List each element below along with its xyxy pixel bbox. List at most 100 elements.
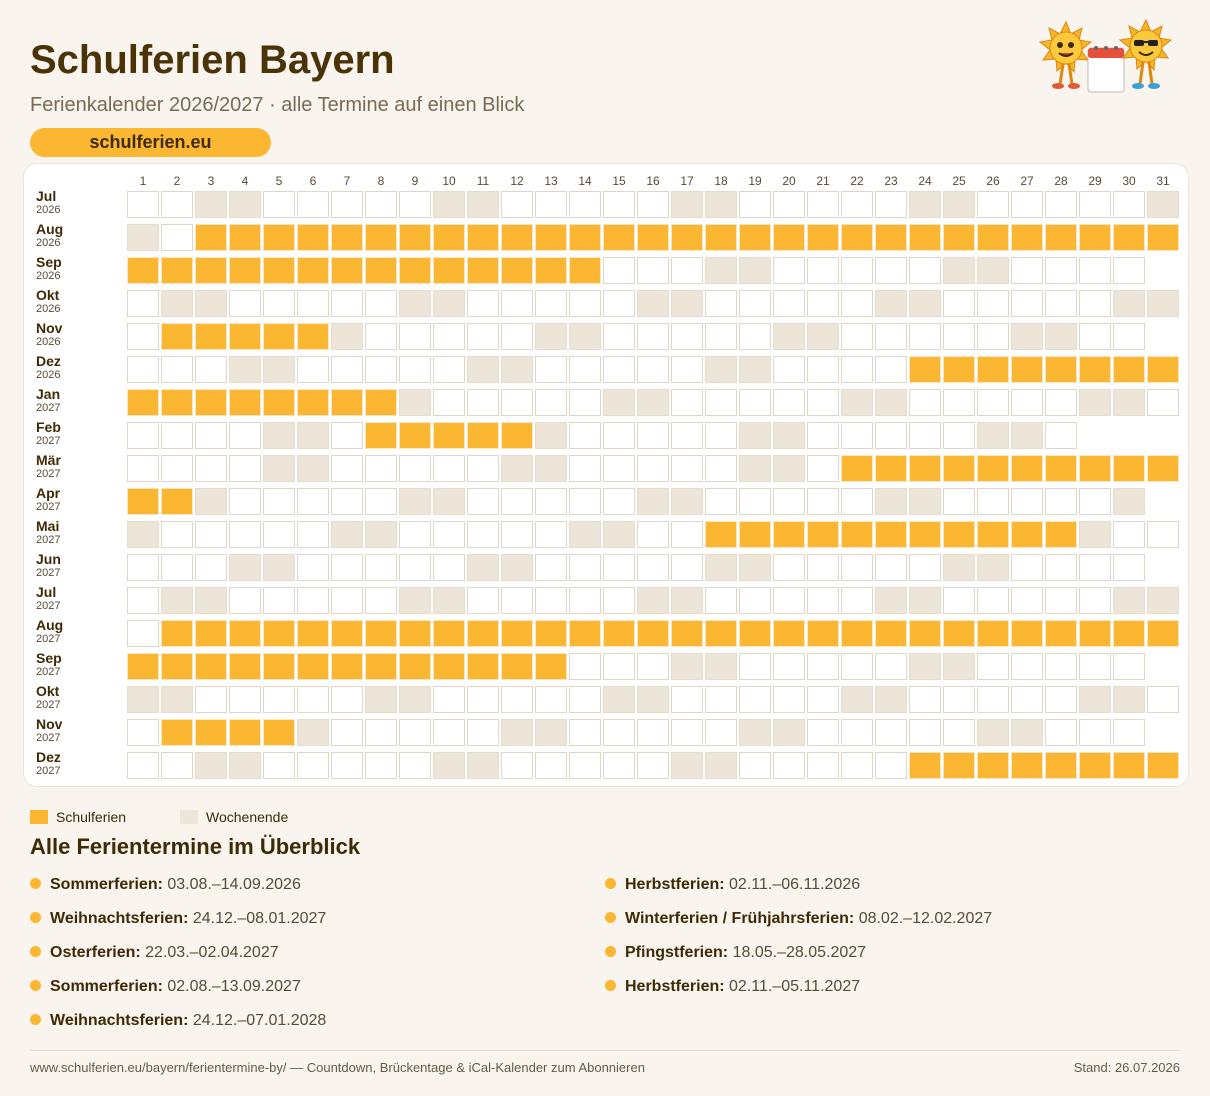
- weekend-day-cell: [433, 752, 465, 779]
- holiday-day-cell: [263, 719, 295, 746]
- day-cell: [433, 389, 465, 416]
- day-number-header: 4: [241, 174, 249, 188]
- day-number-header: 11: [476, 174, 490, 188]
- day-cell: [841, 191, 873, 218]
- holiday-entry-name: Winterferien / Frühjahrsferien:: [625, 910, 855, 927]
- holiday-day-cell: [1113, 455, 1145, 482]
- holiday-day-cell: [433, 653, 465, 680]
- month-name: Aug: [36, 221, 64, 237]
- day-cell: [909, 422, 941, 449]
- day-cell: [637, 455, 669, 482]
- month-year: 2027: [36, 468, 61, 480]
- day-cell: [1147, 521, 1179, 548]
- weekend-day-cell: [943, 554, 975, 581]
- holiday-day-cell: [501, 257, 533, 284]
- day-cell: [467, 686, 499, 713]
- holiday-day-cell: [1045, 224, 1077, 251]
- day-cell: [603, 422, 635, 449]
- day-cell: [195, 554, 227, 581]
- day-cell: [127, 587, 159, 614]
- weekend-day-cell: [433, 587, 465, 614]
- weekend-day-cell: [1147, 191, 1179, 218]
- holiday-entry-name: Sommerferien:: [50, 876, 163, 893]
- weekend-day-cell: [1147, 290, 1179, 317]
- month-name: Jul: [36, 188, 57, 204]
- day-cell: [467, 719, 499, 746]
- footer-link[interactable]: www.schulferien.eu/bayern/ferientermine-…: [30, 1060, 645, 1075]
- weekend-day-cell: [229, 554, 261, 581]
- holiday-day-cell: [739, 521, 771, 548]
- day-cell: [671, 455, 703, 482]
- month-name: Sep: [36, 254, 62, 270]
- weekend-day-cell: [637, 290, 669, 317]
- day-cell: [365, 554, 397, 581]
- weekend-day-cell: [977, 719, 1009, 746]
- weekend-day-cell: [501, 455, 533, 482]
- day-cell: [1045, 554, 1077, 581]
- holiday-day-cell: [569, 620, 601, 647]
- day-cell: [535, 488, 567, 515]
- day-number-header: 18: [714, 174, 728, 188]
- day-cell: [603, 290, 635, 317]
- weekend-day-cell: [433, 488, 465, 515]
- day-cell: [603, 257, 635, 284]
- month-year: 2027: [36, 765, 61, 777]
- day-cell: [943, 323, 975, 350]
- day-cell: [331, 191, 363, 218]
- holiday-entry-dates: 02.08.–13.09.2027: [167, 978, 301, 995]
- weekend-day-cell: [1113, 686, 1145, 713]
- brand-badge[interactable]: schulferien.eu: [30, 128, 271, 157]
- day-cell: [841, 257, 873, 284]
- holiday-day-cell: [161, 719, 193, 746]
- day-cell: [399, 356, 431, 383]
- holiday-day-cell: [841, 455, 873, 482]
- month-name: Mai: [36, 518, 60, 534]
- day-cell: [637, 653, 669, 680]
- weekend-day-cell: [195, 488, 227, 515]
- weekend-day-cell: [127, 224, 159, 251]
- holiday-day-cell: [739, 224, 771, 251]
- day-number-header: 19: [748, 174, 762, 188]
- day-cell: [807, 422, 839, 449]
- day-number-header: 16: [646, 174, 660, 188]
- month-year: 2026: [36, 336, 61, 348]
- holiday-day-cell: [773, 521, 805, 548]
- weekend-day-cell: [1079, 389, 1111, 416]
- weekend-day-cell: [603, 521, 635, 548]
- holiday-entry: Sommerferien: 02.08.–13.09.2027: [30, 977, 301, 997]
- day-cell: [943, 587, 975, 614]
- legend-weekend-label: Wochenende: [206, 809, 289, 825]
- holiday-day-cell: [875, 620, 907, 647]
- day-cell: [807, 191, 839, 218]
- holiday-day-cell: [501, 620, 533, 647]
- weekend-day-cell: [1011, 422, 1043, 449]
- weekend-day-cell: [1079, 686, 1111, 713]
- day-cell: [467, 587, 499, 614]
- month-label: Sep 2027: [36, 650, 116, 679]
- holiday-day-cell: [1113, 356, 1145, 383]
- day-cell: [399, 191, 431, 218]
- holiday-entry-name: Sommerferien:: [50, 978, 163, 995]
- weekend-day-cell: [739, 422, 771, 449]
- holiday-day-cell: [127, 488, 159, 515]
- month-label: Sep 2026: [36, 254, 116, 283]
- day-cell: [637, 191, 669, 218]
- month-year: 2027: [36, 600, 61, 612]
- weekend-day-cell: [705, 257, 737, 284]
- month-year: 2026: [36, 303, 61, 315]
- day-cell: [297, 290, 329, 317]
- day-number-header: 24: [918, 174, 932, 188]
- day-cell: [569, 290, 601, 317]
- holiday-entry: Osterferien: 22.03.–02.04.2027: [30, 943, 279, 963]
- holiday-day-cell: [399, 224, 431, 251]
- weekend-day-cell: [977, 422, 1009, 449]
- day-cell: [739, 653, 771, 680]
- holiday-day-cell: [263, 389, 295, 416]
- bullet-dot-icon: [30, 878, 41, 889]
- bullet-dot-icon: [605, 946, 616, 957]
- holiday-day-cell: [1147, 224, 1179, 251]
- holiday-day-cell: [331, 257, 363, 284]
- month-year: 2026: [36, 369, 61, 381]
- weekend-day-cell: [875, 587, 907, 614]
- day-cell: [399, 719, 431, 746]
